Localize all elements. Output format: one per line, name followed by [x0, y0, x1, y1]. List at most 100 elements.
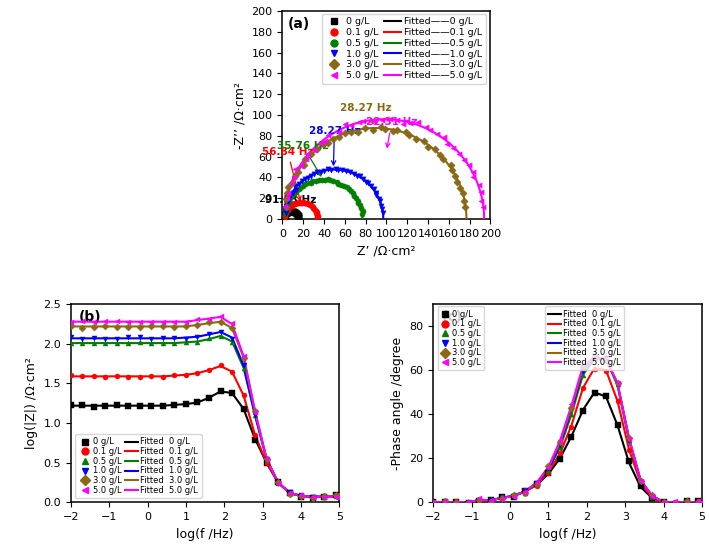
Text: 56.84 Hz: 56.84 Hz — [262, 147, 313, 200]
Point — [146, 322, 157, 331]
Point — [371, 190, 382, 199]
Point — [474, 495, 485, 504]
Point — [100, 401, 111, 410]
Point — [319, 166, 330, 175]
Point — [283, 208, 294, 217]
Point — [296, 493, 307, 502]
Point — [474, 495, 485, 504]
Point — [294, 179, 305, 188]
Point — [508, 491, 520, 500]
Point — [543, 466, 554, 475]
Point — [693, 497, 704, 506]
Point — [226, 319, 238, 328]
Point — [290, 165, 301, 174]
Point — [462, 498, 474, 507]
Y-axis label: -Z’’ /Ω·cm²: -Z’’ /Ω·cm² — [233, 82, 246, 148]
Point — [215, 311, 226, 320]
Point — [77, 401, 88, 410]
Point — [281, 206, 292, 215]
Point — [612, 379, 623, 388]
Point — [391, 126, 403, 135]
Point — [376, 201, 387, 210]
Point — [328, 135, 339, 144]
Point — [281, 209, 293, 218]
Point — [445, 161, 457, 169]
Point — [157, 317, 169, 326]
Point — [554, 454, 566, 463]
Point — [693, 498, 704, 507]
Point — [287, 208, 298, 216]
Point — [316, 176, 328, 185]
Point — [497, 495, 508, 503]
Point — [281, 205, 292, 214]
Point — [475, 196, 486, 205]
Point — [286, 178, 298, 187]
Point — [180, 338, 191, 347]
Point — [192, 369, 203, 378]
Point — [485, 497, 496, 506]
Point — [226, 337, 238, 346]
Point — [669, 501, 681, 509]
Point — [311, 209, 322, 217]
Point — [696, 498, 708, 507]
Point — [462, 500, 474, 509]
Point — [284, 208, 295, 216]
Point — [311, 208, 323, 217]
Point — [285, 202, 296, 211]
Point — [337, 166, 348, 174]
Point — [299, 174, 311, 183]
Point — [612, 379, 623, 388]
Point — [589, 352, 601, 361]
Point — [531, 480, 542, 489]
Point — [279, 211, 291, 220]
Point — [520, 489, 531, 497]
Point — [589, 353, 601, 362]
Point — [238, 364, 249, 373]
Point — [289, 172, 301, 181]
Point — [284, 203, 296, 211]
Point — [146, 372, 157, 381]
Point — [290, 185, 301, 194]
Point — [669, 499, 681, 508]
Point — [282, 209, 294, 217]
Point — [261, 455, 272, 464]
Point — [356, 204, 367, 213]
Point — [330, 491, 341, 500]
Text: 91.53 Hz: 91.53 Hz — [265, 195, 316, 209]
Point — [508, 490, 520, 499]
Point — [335, 181, 347, 189]
Point — [300, 155, 311, 164]
Point — [601, 354, 612, 363]
Point — [333, 133, 345, 142]
Point — [281, 209, 292, 218]
Point — [192, 332, 203, 341]
Point — [623, 435, 635, 444]
Point — [353, 198, 364, 207]
Point — [377, 209, 389, 217]
Point — [462, 498, 474, 507]
Point — [292, 210, 303, 219]
Point — [169, 334, 180, 343]
Point — [319, 137, 330, 146]
Point — [346, 121, 357, 130]
Point — [294, 183, 306, 192]
Point — [635, 477, 646, 486]
Point — [474, 497, 485, 506]
Point — [345, 187, 357, 196]
Point — [134, 372, 145, 381]
Point — [311, 177, 322, 185]
Point — [358, 117, 369, 126]
Point — [305, 149, 316, 158]
Point — [658, 498, 669, 507]
Point — [425, 126, 436, 135]
Point — [288, 208, 299, 216]
Point — [281, 209, 292, 217]
Point — [440, 497, 451, 506]
Point — [696, 497, 708, 506]
Point — [289, 199, 301, 208]
Point — [294, 198, 305, 207]
Text: 28.27 Hz: 28.27 Hz — [340, 103, 391, 124]
Point — [272, 479, 284, 487]
Point — [497, 493, 508, 502]
Point — [169, 339, 180, 348]
